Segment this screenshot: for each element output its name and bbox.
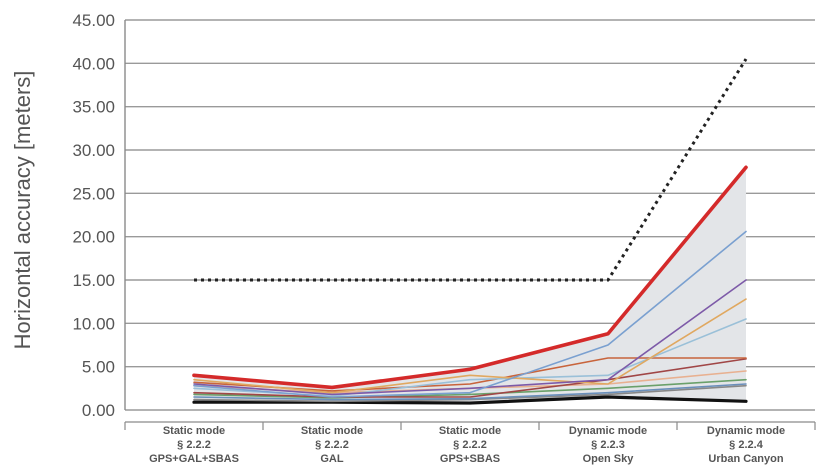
grid-layer — [125, 19, 815, 411]
y-tick-label-2: 10.00 — [72, 314, 115, 333]
series-line-9 — [193, 383, 747, 401]
series-line-0 — [192, 165, 748, 390]
y-tick-label-0: 0.00 — [82, 401, 115, 420]
x-tick-label-2-line-1: § 2.2.2 — [453, 439, 487, 451]
x-tick-label-4-line-0: Dynamic mode — [707, 425, 785, 437]
requirement-line — [194, 58, 748, 282]
y-tick-label-7: 35.00 — [72, 98, 115, 117]
requirement-layer — [194, 58, 748, 282]
x-tick-label-2-line-0: Static mode — [439, 425, 501, 437]
x-tick-label-4-line-1: § 2.2.4 — [729, 439, 764, 451]
y-tick-label-4: 20.00 — [72, 228, 115, 247]
series-line-6 — [193, 358, 747, 398]
series-line-10 — [193, 384, 747, 403]
y-tick-label-3: 15.00 — [72, 271, 115, 290]
y-tick-label-8: 40.00 — [72, 54, 115, 73]
y-tick-label-5: 25.00 — [72, 184, 115, 203]
series-layer — [192, 165, 748, 405]
series-line-8 — [193, 378, 747, 399]
x-tick-label-3-line-1: § 2.2.3 — [591, 439, 625, 451]
x-tick-label-2-line-2: GPS+SBAS — [440, 453, 500, 465]
series-line-3 — [193, 298, 747, 394]
series-line-11 — [192, 395, 748, 405]
y-tick-labels: 0.00 5.00 10.00 15.00 20.00 25.00 30.00 35.00 40… — [72, 11, 115, 420]
y-axis-label: Horizontal accuracy [meters] — [10, 71, 35, 350]
axis-layer — [124, 20, 816, 430]
x-tick-label-3-line-0: Dynamic mode — [569, 425, 647, 437]
x-tick-labels: Static mode § 2.2.2 GPS+GAL+SBAS Static mod… — [149, 425, 785, 465]
x-tick-label-1-line-2: GAL — [320, 453, 344, 465]
x-tick-label-4-line-2: Urban Canyon — [708, 453, 783, 465]
x-tick-label-3-line-2: Open Sky — [583, 453, 635, 465]
series-line-1 — [193, 230, 747, 398]
x-tick-label-1-line-0: Static mode — [301, 425, 363, 437]
y-tick-label-9: 45.00 — [72, 11, 115, 30]
x-tick-label-0-line-0: Static mode — [163, 425, 225, 437]
y-tick-label-6: 30.00 — [72, 141, 115, 160]
x-tick-label-1-line-1: § 2.2.2 — [315, 439, 349, 451]
series-line-2 — [193, 279, 747, 396]
x-tick-label-0-line-1: § 2.2.2 — [177, 439, 211, 451]
x-tick-label-0-line-2: GPS+GAL+SBAS — [149, 453, 239, 465]
y-tick-label-1: 5.00 — [82, 358, 115, 377]
